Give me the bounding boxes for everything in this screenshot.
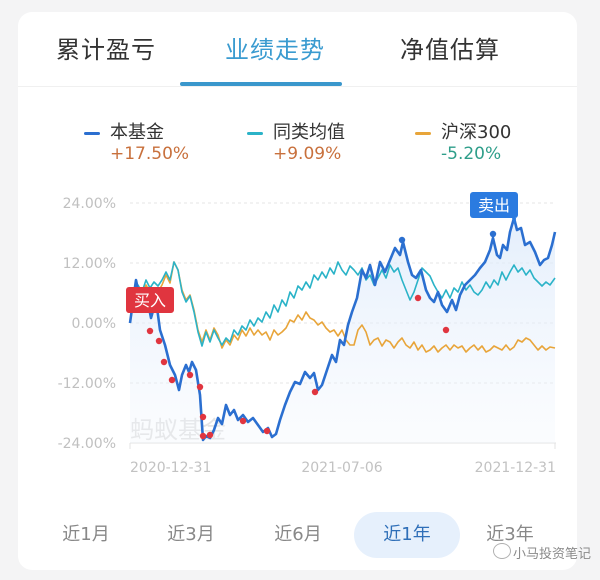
tab-cumulative-pnl[interactable]: 累计盈亏 xyxy=(56,36,156,64)
legend-value: +9.09% xyxy=(273,144,342,164)
legend-name: 本基金 xyxy=(110,122,164,143)
sell-flag[interactable]: 卖出 xyxy=(470,192,518,226)
period-1m[interactable]: 近1月 xyxy=(62,524,110,545)
x-axis-labels: 2020-12-31 2021-07-06 2021-12-31 xyxy=(130,460,556,476)
svg-text:0.00%: 0.00% xyxy=(72,316,116,332)
y-axis-labels: 24.00% 12.00% 0.00% -12.00% -24.00% xyxy=(58,196,116,452)
svg-text:2020-12-31: 2020-12-31 xyxy=(130,460,211,476)
legend-value: -5.20% xyxy=(441,144,502,164)
tab-nav-estimate[interactable]: 净值估算 xyxy=(400,36,500,64)
buy-points xyxy=(146,294,450,440)
series-peer-average-line xyxy=(129,261,556,347)
chart-legend: 本基金 +17.50% 同类均值 +9.09% 沪深300 -5.20% xyxy=(18,116,577,176)
legend-name: 沪深300 xyxy=(441,122,512,143)
active-tab-indicator xyxy=(180,82,342,86)
tab-performance-trend[interactable]: 业绩走势 xyxy=(225,36,325,64)
svg-text:-12.00%: -12.00% xyxy=(58,376,116,392)
svg-text:12.00%: 12.00% xyxy=(63,256,116,272)
series-csi300-line xyxy=(129,261,556,353)
sell-flag-label: 卖出 xyxy=(478,196,510,215)
series-fund-line xyxy=(128,216,557,442)
legend-name: 同类均值 xyxy=(273,122,345,143)
period-1y[interactable]: 近1年 xyxy=(354,512,460,558)
svg-text:2021-12-31: 2021-12-31 xyxy=(475,460,556,476)
sell-points xyxy=(398,230,497,244)
svg-text:24.00%: 24.00% xyxy=(63,196,116,212)
buy-flag[interactable]: 买入 xyxy=(126,287,174,313)
tab-bar: 累计盈亏 业绩走势 净值估算 xyxy=(18,12,577,87)
period-6m[interactable]: 近6月 xyxy=(274,524,322,545)
buy-flag-label: 买入 xyxy=(134,291,166,310)
legend-swatch-csi300 xyxy=(415,132,431,135)
fund-area-fill xyxy=(130,218,555,443)
legend-swatch-fund xyxy=(84,132,100,135)
period-3y[interactable]: 近3年 xyxy=(486,524,534,545)
legend-swatch-peer xyxy=(247,132,263,135)
period-3m[interactable]: 近3月 xyxy=(167,524,215,545)
legend-value: +17.50% xyxy=(110,144,190,164)
wechat-icon xyxy=(493,543,511,559)
svg-text:-24.00%: -24.00% xyxy=(58,436,116,452)
svg-text:2021-07-06: 2021-07-06 xyxy=(301,460,382,476)
footer-watermark: 小马投资笔记 xyxy=(513,547,592,562)
period-selector: 近1月 近3月 近6月 近1年 近3年 xyxy=(18,512,577,562)
